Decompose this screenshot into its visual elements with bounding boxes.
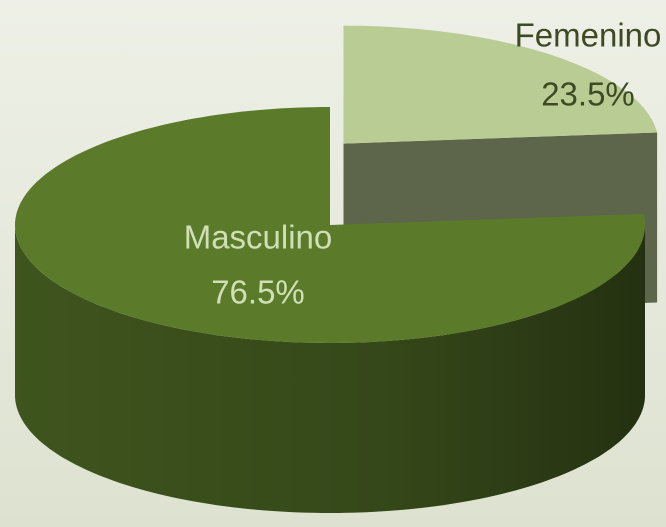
- slice: [343, 25, 658, 144]
- slice-side-shade: [15, 225, 645, 513]
- slice: [15, 107, 645, 343]
- slice-label: Masculino: [184, 219, 333, 256]
- slice-value-label: 23.5%: [541, 76, 635, 113]
- slice-label: Femenino: [515, 17, 662, 54]
- slice-value-label: 76.5%: [211, 274, 305, 311]
